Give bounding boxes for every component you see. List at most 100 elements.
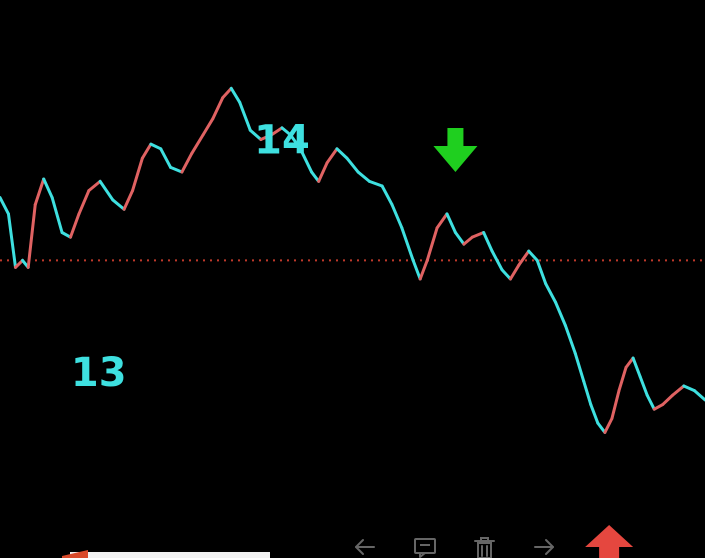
price-segment [482,231,494,253]
price-segment [269,126,284,137]
price-segment [6,212,18,269]
data-point [230,88,232,90]
data-point [212,118,214,120]
data-point [336,148,338,150]
price-segment [98,179,115,202]
price-segment [544,282,558,304]
price-segment [69,212,81,239]
arrow-left-icon [355,539,375,555]
bottom-toolbar [62,537,554,558]
price-segment [159,147,173,169]
price-segment [50,196,64,234]
data-point [78,213,80,215]
price-segment [229,86,242,104]
price-segment [445,212,457,234]
price-segment [345,156,360,174]
price-segment [596,421,607,434]
data-point [510,278,512,280]
price-segment [490,249,504,272]
price-segment [380,184,394,207]
price-segment [418,258,429,281]
price-segment [221,86,233,100]
comment-icon [414,538,436,558]
data-point [419,278,421,280]
price-segment [259,133,273,141]
price-segment [462,235,474,246]
price-segment [248,128,263,141]
data-point [99,181,101,183]
price-segment [390,203,404,230]
price-segment [60,231,72,239]
price-segment [631,356,642,379]
price-segment [610,389,621,420]
data-point [181,171,183,173]
data-point [34,204,36,206]
data-point [446,213,448,215]
data-point [202,134,204,136]
data-point [590,404,592,406]
data-point [555,301,557,303]
data-point [318,181,320,183]
data-point [694,390,696,392]
data-point [150,143,152,145]
data-point [583,381,585,383]
data-point [632,357,634,359]
data-point [51,197,53,199]
price-segment [111,198,126,211]
data-point [618,390,620,392]
data-point [22,260,24,262]
data-point [369,181,371,183]
price-segment [298,147,314,174]
price-segment [671,384,686,397]
price-segment [131,156,144,193]
bottom-left-arrow [62,550,88,558]
data-point [239,102,241,104]
bottom-left-bar [70,552,270,558]
price-segment [682,384,696,393]
arrow-right-icon [534,539,554,555]
next-button[interactable] [534,539,554,555]
data-point [222,97,224,99]
price-segment [661,393,675,407]
data-point [436,227,438,229]
data-point [662,404,664,406]
price-segment [149,142,163,151]
prev-button[interactable] [355,539,375,555]
price-segment [652,403,665,411]
delete-button[interactable] [474,537,495,558]
data-point [565,325,567,327]
data-point [401,227,403,229]
price-segment [335,147,349,160]
data-point [160,148,162,150]
price-segment [0,196,10,216]
data-point [381,185,383,187]
data-point [528,250,530,252]
price-segment [563,324,577,355]
data-point [518,264,520,266]
data-point [132,190,134,192]
data-point [426,260,428,262]
price-segment [554,300,567,327]
price-segment [190,133,205,155]
data-point [672,394,674,396]
comment-button[interactable] [414,538,436,558]
price-segment [180,151,194,174]
price-segment [411,258,422,281]
price-segment [508,263,521,281]
price-segment [317,161,329,183]
data-point [112,199,114,201]
data-point [123,208,125,210]
data-point [311,171,313,173]
data-point [170,167,172,169]
data-point [61,232,63,234]
price-segment [42,177,54,200]
data-point [536,260,538,262]
data-point [346,157,348,159]
level-label-14: 14 [254,118,310,164]
data-point [501,269,503,271]
sell-arrow-icon [433,128,478,172]
price-segment [425,226,439,262]
data-point [604,432,606,434]
trash-icon [474,537,495,558]
